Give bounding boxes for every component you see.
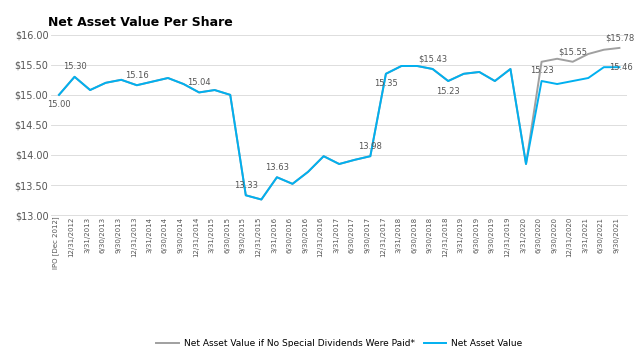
- Text: $15.78: $15.78: [605, 33, 634, 42]
- Text: 15.23: 15.23: [436, 86, 460, 95]
- Text: 15.16: 15.16: [125, 71, 148, 80]
- Text: Net Asset Value Per Share: Net Asset Value Per Share: [49, 16, 233, 29]
- Text: 13.98: 13.98: [358, 142, 382, 151]
- Text: 15.35: 15.35: [374, 79, 398, 88]
- Text: 15.04: 15.04: [188, 78, 211, 87]
- Text: 15.23: 15.23: [530, 67, 554, 75]
- Text: $15.55: $15.55: [558, 47, 588, 56]
- Text: 13.33: 13.33: [234, 181, 258, 190]
- Text: 15.30: 15.30: [63, 62, 86, 71]
- Text: 15.46: 15.46: [609, 63, 633, 72]
- Text: 15.00: 15.00: [47, 100, 71, 109]
- Text: $15.43: $15.43: [418, 54, 447, 64]
- Legend: Net Asset Value if No Special Dividends Were Paid*, Net Asset Value: Net Asset Value if No Special Dividends …: [153, 335, 525, 347]
- Text: 13.63: 13.63: [265, 163, 289, 172]
